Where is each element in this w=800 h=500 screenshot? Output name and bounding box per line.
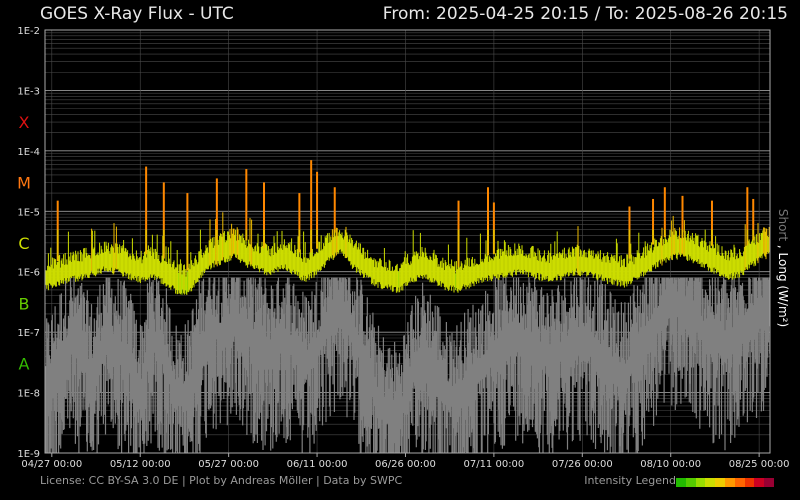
legend-swatch	[685, 478, 696, 487]
x-tick-label: 04/27 00:00	[21, 459, 82, 470]
x-tick-label: 07/26 00:00	[552, 459, 613, 470]
x-tick-label: 08/10 00:00	[640, 459, 701, 470]
separator: ,	[776, 241, 790, 253]
x-tick-label: 05/27 00:00	[198, 459, 259, 470]
y-tick-label: 1E-2	[17, 26, 40, 37]
x-tick-label: 08/25 00:00	[729, 459, 790, 470]
y-tick-label: 1E-9	[17, 449, 40, 460]
legend-swatch	[734, 478, 745, 487]
legend-swatch	[705, 478, 716, 487]
x-tick-label: 07/11 00:00	[463, 459, 524, 470]
x-tick-label: 05/12 00:00	[110, 459, 171, 470]
y-tick-label: 1E-4	[17, 147, 40, 158]
y-tick-label: 1E-7	[17, 328, 40, 339]
long-channel-layer	[45, 212, 771, 295]
flare-class-label: X	[19, 113, 30, 132]
y-tick-label: 1E-6	[17, 268, 40, 279]
chart-title: GOES X-Ray Flux - UTC	[40, 4, 234, 24]
short-channel-layer	[45, 277, 771, 453]
flare-class-label: A	[19, 355, 30, 374]
short-channel-trace	[45, 277, 771, 453]
intensity-legend-label: Intensity Legend	[584, 474, 676, 487]
short-label: Short	[776, 208, 790, 242]
legend-swatch	[676, 478, 686, 487]
flare-class-label: M	[17, 173, 31, 192]
flare-class-label: B	[19, 294, 30, 313]
license-text: License: CC BY-SA 3.0 DE | Plot by Andre…	[40, 474, 403, 487]
legend-swatch	[764, 478, 774, 487]
legend-swatch	[744, 478, 755, 487]
plot-frame	[44, 29, 771, 454]
peak-layer	[56, 160, 755, 271]
legend-swatch	[715, 478, 725, 487]
long-label: Long (W/m²)	[776, 252, 790, 328]
date-range: From: 2025-04-25 20:15 / To: 2025-08-26 …	[382, 4, 788, 24]
flare-class-label: C	[18, 234, 29, 253]
y-tick-label: 1E-8	[17, 389, 40, 400]
y-axis-label: Short , Long (W/m²)	[776, 209, 790, 327]
x-tick-label: 06/26 00:00	[375, 459, 436, 470]
legend-swatch	[754, 478, 765, 487]
x-tick-label: 06/11 00:00	[287, 459, 348, 470]
y-tick-label: 1E-3	[17, 86, 40, 97]
axis-labels: 1E-9 1E-8 1E-7 1E-6 1E-5 1E-4 1E-3 1E-2 X M C B A 04/…	[17, 26, 789, 470]
legend-swatch	[724, 478, 735, 487]
legend-swatch	[695, 478, 706, 487]
intensity-legend-bar	[676, 478, 774, 487]
y-tick-label: 1E-5	[17, 207, 40, 218]
